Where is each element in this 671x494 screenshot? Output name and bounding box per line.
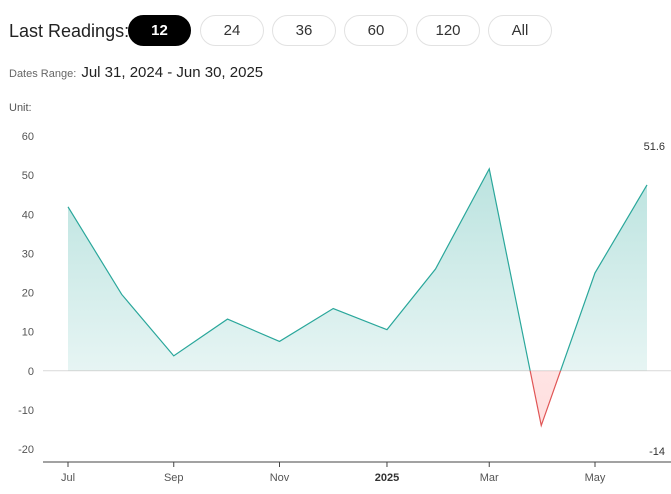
y-tick-label: 40 xyxy=(22,209,34,221)
dates-range: Dates Range: Jul 31, 2024 - Jun 30, 2025 xyxy=(9,64,263,81)
x-tick-label: May xyxy=(585,472,606,484)
max-value-label: 51.6 xyxy=(644,141,665,153)
y-tick-label: 60 xyxy=(22,131,34,143)
x-tick-label: 2025 xyxy=(375,472,399,484)
readings-toolbar: Last Readings: 12 24 36 60 120 All xyxy=(0,0,671,60)
y-tick-label: 0 xyxy=(28,366,34,378)
range-button-all[interactable]: All xyxy=(488,15,552,46)
x-tick-label: Jul xyxy=(61,472,75,484)
x-tick-label: Mar xyxy=(480,472,499,484)
min-value-label: -14 xyxy=(649,446,665,458)
range-button-12[interactable]: 12 xyxy=(128,15,191,46)
positive-area-fill xyxy=(68,168,647,371)
negative-area-fill xyxy=(68,370,647,426)
y-tick-label: -20 xyxy=(18,444,34,456)
series-line-negative xyxy=(529,370,562,428)
dates-range-label: Dates Range: xyxy=(9,68,77,80)
y-tick-label: 20 xyxy=(22,288,34,300)
y-tick-label: 50 xyxy=(22,170,34,182)
dates-range-value: Jul 31, 2024 - Jun 30, 2025 xyxy=(81,64,264,81)
range-button-24[interactable]: 24 xyxy=(200,15,264,46)
y-tick-label: 30 xyxy=(22,248,34,260)
series-line-positive xyxy=(67,167,648,371)
y-tick-label: 10 xyxy=(22,327,34,339)
range-button-120[interactable]: 120 xyxy=(416,15,480,46)
y-tick-label: -10 xyxy=(18,405,34,417)
unit-label: Unit: xyxy=(9,102,32,114)
range-button-60[interactable]: 60 xyxy=(344,15,408,46)
x-tick-label: Sep xyxy=(164,472,184,484)
x-tick-label: Nov xyxy=(270,472,290,484)
last-readings-title: Last Readings: xyxy=(9,21,130,41)
range-button-36[interactable]: 36 xyxy=(272,15,336,46)
